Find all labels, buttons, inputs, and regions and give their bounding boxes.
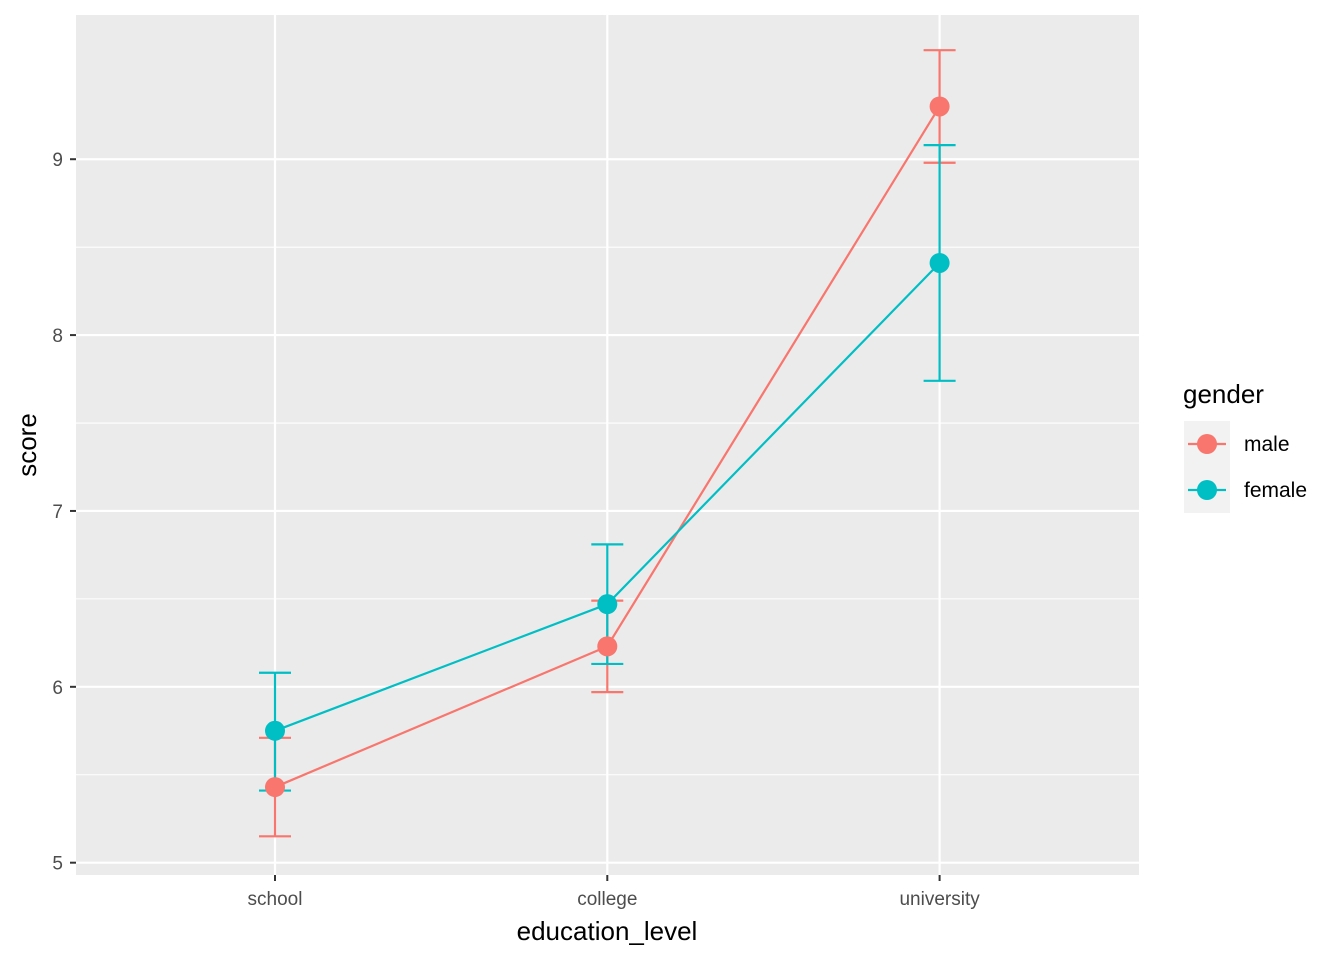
legend-key-point-female [1197, 480, 1217, 500]
axes-layer: 5 6 7 8 9 school college university [52, 150, 980, 910]
y-tick-label: 9 [52, 150, 63, 171]
legend: gender male female [1183, 379, 1307, 513]
x-tick-label: school [248, 889, 303, 910]
x-tick-label: university [899, 889, 980, 910]
point-male [597, 636, 618, 657]
y-axis-title: score [12, 413, 42, 477]
x-axis-title: education_level [517, 916, 698, 946]
series-layer [259, 49, 956, 838]
legend-key-point-male [1197, 434, 1217, 454]
x-tick-label: college [577, 889, 637, 910]
legend-label-female: female [1244, 479, 1307, 502]
point-male [929, 96, 950, 117]
y-tick-label: 7 [52, 502, 63, 523]
point-male [265, 777, 285, 798]
point-female [597, 594, 618, 615]
y-tick-label: 8 [52, 326, 63, 347]
legend-title: gender [1183, 379, 1264, 409]
legend-keys: male female [1184, 421, 1307, 513]
point-female [265, 720, 285, 741]
y-tick-label: 5 [52, 854, 63, 875]
legend-label-male: male [1244, 433, 1290, 456]
point-female [929, 252, 950, 273]
y-tick-label: 6 [52, 678, 63, 699]
